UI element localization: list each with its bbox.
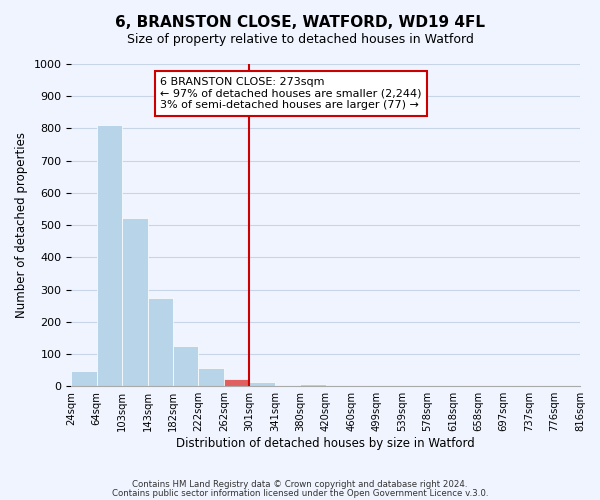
Bar: [97, 125, 122, 386]
Bar: [122, 218, 148, 386]
Bar: [199, 368, 224, 386]
Bar: [300, 384, 326, 386]
Text: Contains public sector information licensed under the Open Government Licence v.: Contains public sector information licen…: [112, 488, 488, 498]
Bar: [250, 382, 275, 386]
Text: 6 BRANSTON CLOSE: 273sqm
← 97% of detached houses are smaller (2,244)
3% of semi: 6 BRANSTON CLOSE: 273sqm ← 97% of detach…: [160, 77, 422, 110]
X-axis label: Distribution of detached houses by size in Watford: Distribution of detached houses by size …: [176, 437, 475, 450]
Bar: [71, 372, 97, 386]
Text: Size of property relative to detached houses in Watford: Size of property relative to detached ho…: [127, 32, 473, 46]
Text: 6, BRANSTON CLOSE, WATFORD, WD19 4FL: 6, BRANSTON CLOSE, WATFORD, WD19 4FL: [115, 15, 485, 30]
Bar: [148, 298, 173, 386]
Text: Contains HM Land Registry data © Crown copyright and database right 2024.: Contains HM Land Registry data © Crown c…: [132, 480, 468, 489]
Y-axis label: Number of detached properties: Number of detached properties: [15, 132, 28, 318]
Bar: [173, 346, 199, 386]
Bar: [224, 379, 250, 386]
